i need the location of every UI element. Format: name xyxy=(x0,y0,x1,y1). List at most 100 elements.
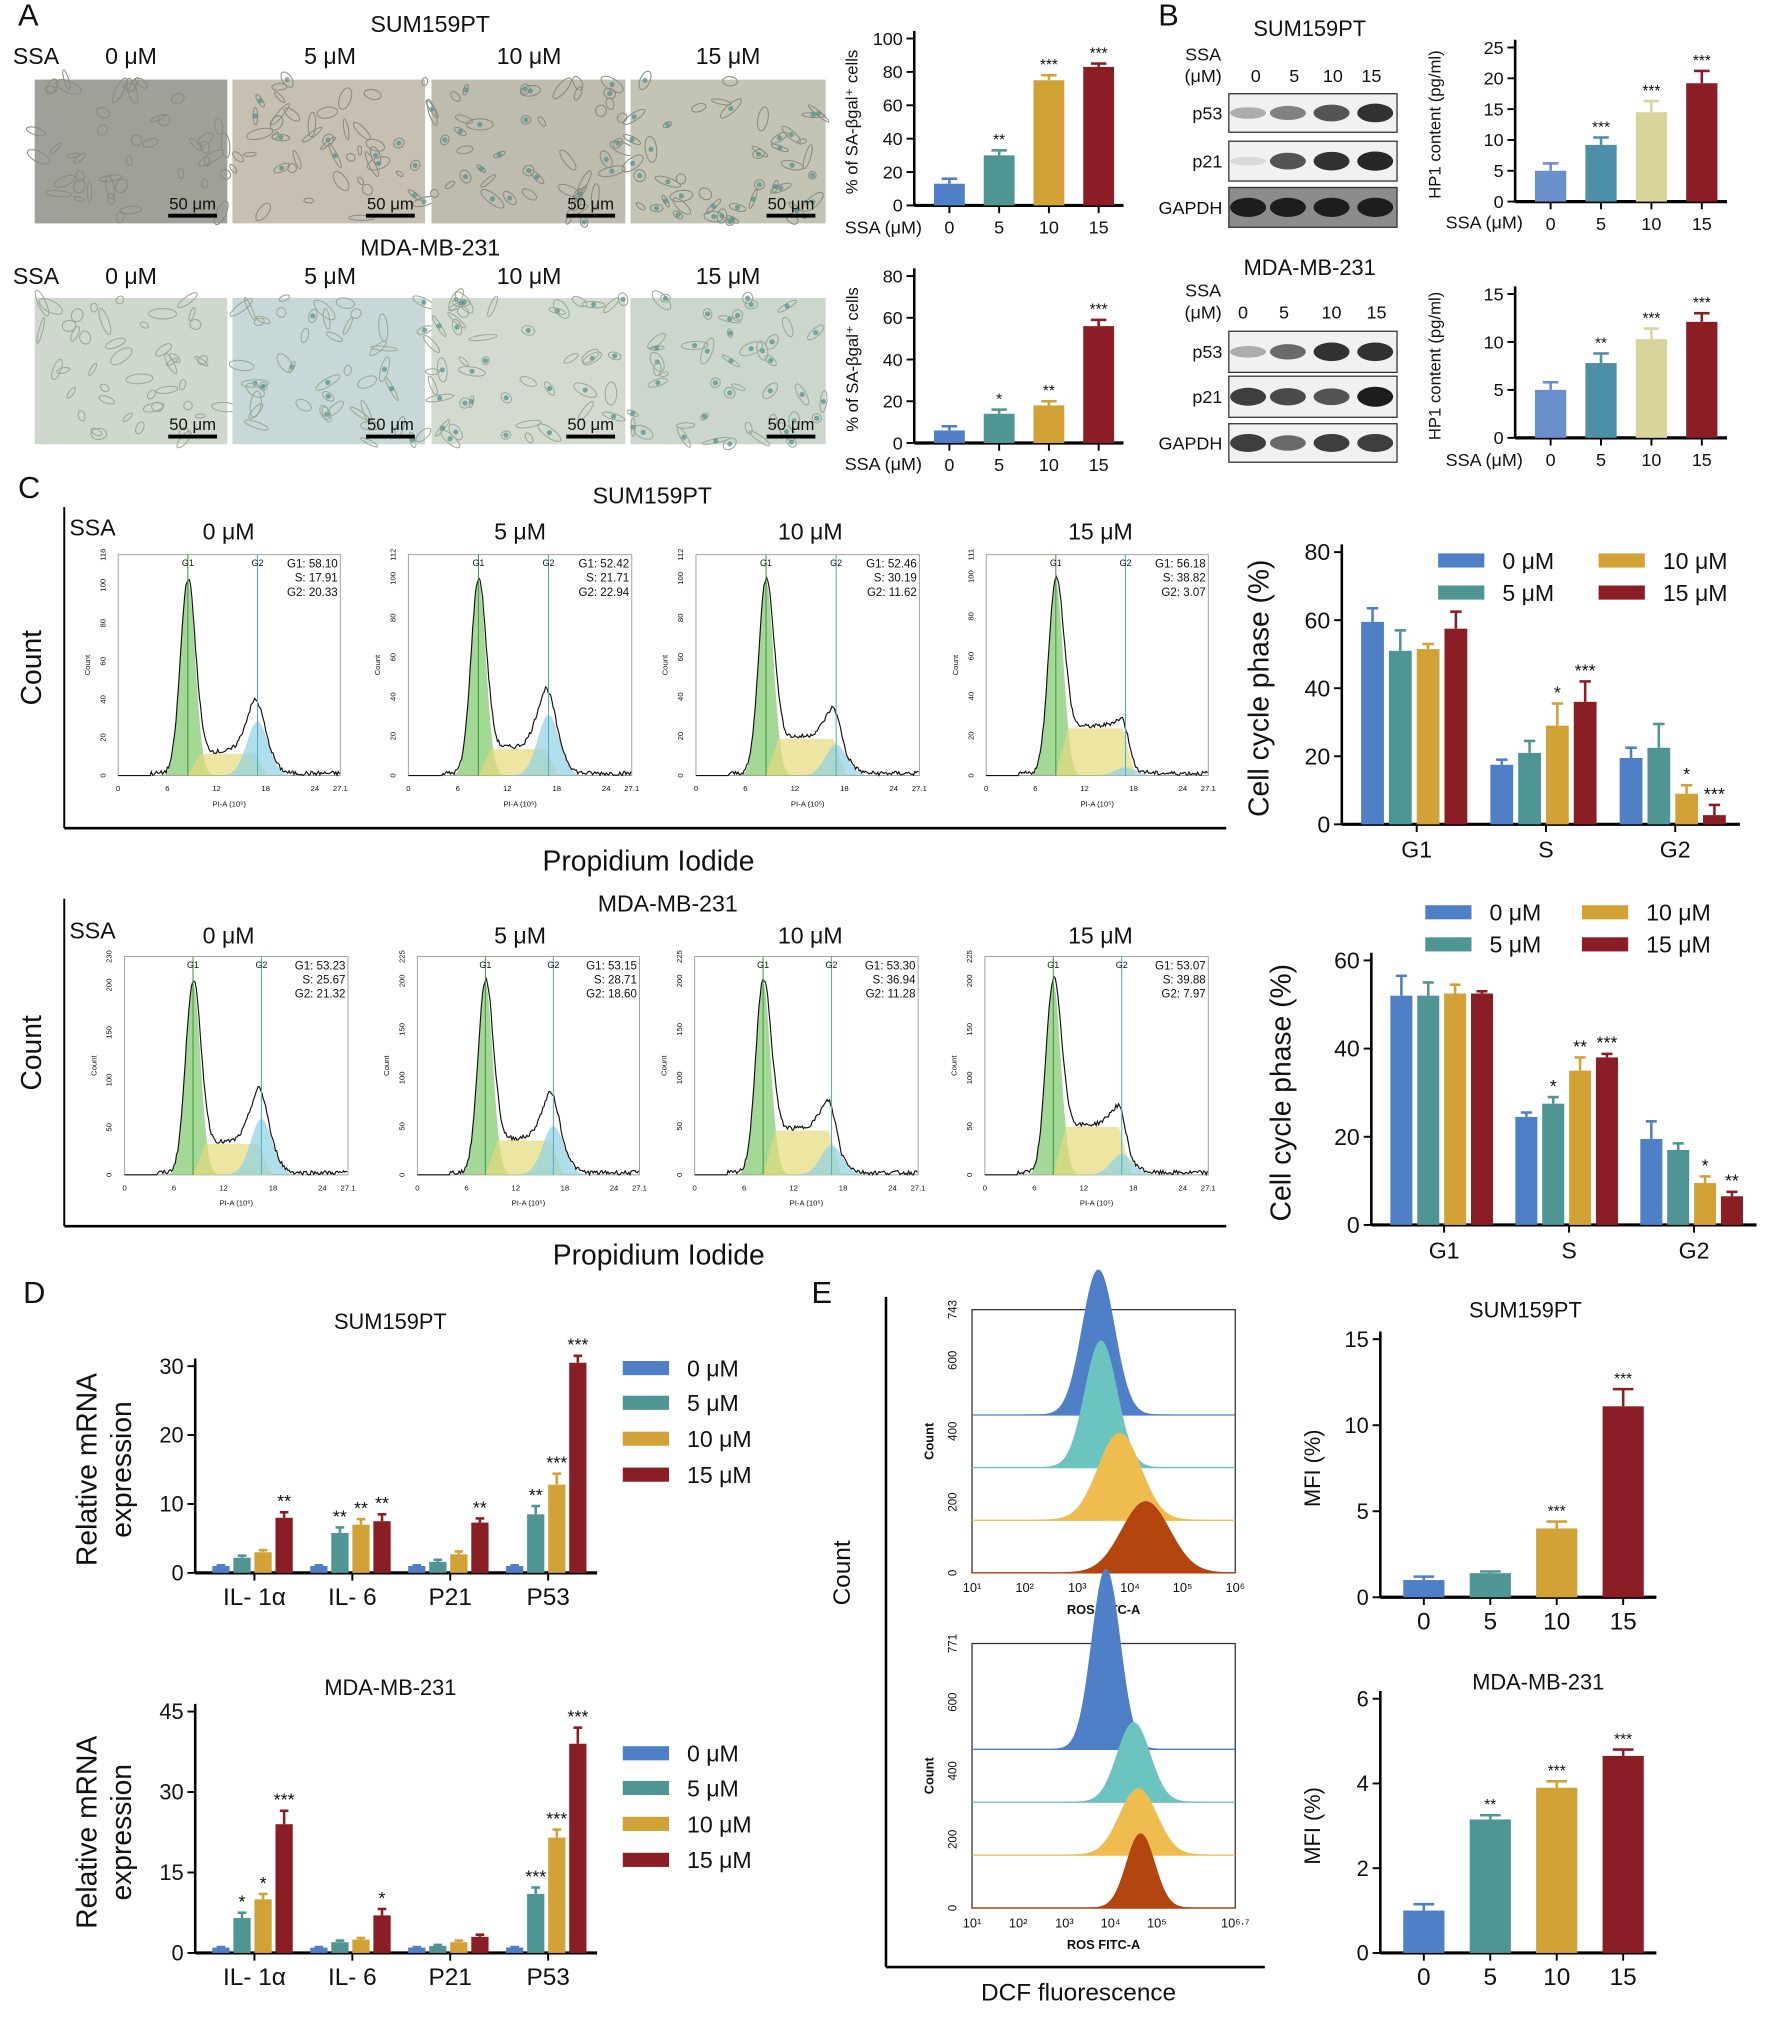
cell-shape xyxy=(647,332,667,350)
legend-label: 15 μM xyxy=(687,1462,752,1488)
x-tick-label: IL- 6 xyxy=(328,1964,377,1991)
y-tick-label: 50 xyxy=(675,1122,684,1131)
legend-swatch xyxy=(1598,553,1645,568)
bar xyxy=(569,1362,587,1573)
cell-shape xyxy=(332,171,350,192)
stained-cell xyxy=(462,173,469,180)
dose-label: 15 μM xyxy=(1068,518,1133,544)
y-axis-label: Count xyxy=(89,1055,98,1076)
cell-shape xyxy=(710,377,721,389)
bar xyxy=(254,1552,272,1573)
scale-bar-label: 50 μm xyxy=(567,194,614,213)
bar xyxy=(233,1918,251,1953)
y-tick-label: 600 xyxy=(948,1693,960,1712)
y-tick-label: 20 xyxy=(883,162,903,182)
phase-stat: S: 17.91 xyxy=(295,573,338,585)
cell-shape xyxy=(316,106,338,119)
x-tick-label: 24 xyxy=(311,784,320,793)
protein-band xyxy=(1269,344,1306,360)
y-tick-label: 40 xyxy=(98,695,107,704)
dose-histogram xyxy=(972,1568,1236,1750)
g1-gate-label: G1 xyxy=(757,960,769,970)
g2-gate-label: G2 xyxy=(543,558,555,568)
micrograph-image xyxy=(431,297,626,445)
cell-shape xyxy=(781,125,801,144)
stained-cell xyxy=(503,432,509,438)
protein-band xyxy=(1269,197,1306,217)
cell-shape xyxy=(700,337,715,365)
legend-label: 0 μM xyxy=(1502,548,1554,574)
cell-shape xyxy=(155,385,179,394)
stained-cell xyxy=(655,380,661,386)
cell-shape xyxy=(529,169,545,185)
x-axis-label: PI-A (10⁶) xyxy=(790,1199,824,1208)
y-tick-label: 20 xyxy=(1305,743,1331,769)
bar xyxy=(1635,112,1668,202)
bar xyxy=(1416,649,1440,825)
y-tick-label: 400 xyxy=(948,1422,960,1441)
ssa-label: SSA xyxy=(13,43,60,69)
phase-stat: G2: 18.60 xyxy=(586,989,637,1001)
stained-cell xyxy=(373,152,379,159)
x-tick-label: P53 xyxy=(526,1584,569,1611)
legend-swatch xyxy=(1438,553,1485,568)
chart-title: SUM159PT xyxy=(1469,1297,1582,1322)
cell-shape xyxy=(115,295,125,305)
stained-cell xyxy=(546,385,553,392)
cell-shape xyxy=(229,163,238,174)
y-tick-label: 15 xyxy=(1345,1327,1369,1352)
cell-shape xyxy=(36,317,46,344)
scale-bar-label: 50 μm xyxy=(367,194,414,213)
cell-shape xyxy=(88,362,98,376)
stained-cell xyxy=(794,207,800,213)
dose-histogram xyxy=(972,1833,1236,1909)
y-tick-label: 40 xyxy=(389,692,398,701)
cell-shape xyxy=(635,202,646,211)
x-tick-label: 10³ xyxy=(1068,1580,1087,1595)
legend-label: 5 μM xyxy=(687,1390,739,1416)
cell-shape xyxy=(621,154,644,173)
bar xyxy=(1573,701,1597,825)
dose-label: 10 μM xyxy=(497,43,562,69)
cell-shape xyxy=(552,299,570,319)
cell-line-title: SUM159PT xyxy=(370,11,489,37)
cell-shape xyxy=(96,124,109,136)
bar xyxy=(429,1561,447,1573)
bar xyxy=(212,1565,230,1573)
bar xyxy=(1602,1755,1644,1953)
cell-shape xyxy=(559,149,577,171)
stained-cell xyxy=(756,182,763,188)
bar xyxy=(1033,405,1065,443)
significance-label: * xyxy=(1554,682,1561,702)
cell-shape xyxy=(617,292,629,307)
protein-band xyxy=(1313,197,1350,217)
bar xyxy=(1535,389,1567,438)
bar xyxy=(1686,83,1718,202)
stained-cell xyxy=(631,114,637,120)
significance-label: * xyxy=(260,1873,267,1893)
stained-cell xyxy=(799,391,805,397)
cell-shape xyxy=(436,357,448,383)
cell-shape xyxy=(378,356,391,383)
micrograph-image xyxy=(34,297,228,445)
y-axis-label: Relative mRNA xyxy=(70,1373,102,1566)
x-tick-label: 0 xyxy=(694,784,698,793)
legend-label: 15 μM xyxy=(1663,580,1728,606)
y-tick-label: 0 xyxy=(948,1570,960,1576)
legend-label: 15 μM xyxy=(687,1847,752,1873)
cell-shape xyxy=(716,208,728,224)
cell-shape xyxy=(676,426,691,448)
stained-cell xyxy=(525,327,531,333)
x-tick-label: 0 xyxy=(415,1183,419,1192)
dose-label: 5 μM xyxy=(494,923,546,949)
x-tick-label: 10¹ xyxy=(963,1580,982,1595)
panel-letter: B xyxy=(1158,0,1179,33)
cell-shape xyxy=(752,149,765,159)
protein-band xyxy=(1230,156,1267,166)
histogram-envelope xyxy=(986,574,1208,777)
g2-gate-label: G2 xyxy=(547,960,559,970)
significance-label: * xyxy=(239,1892,246,1912)
